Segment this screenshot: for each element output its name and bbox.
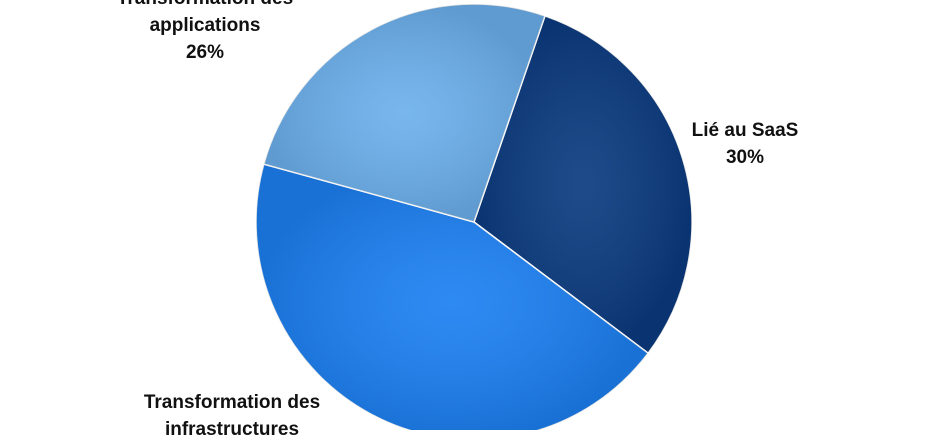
slice-label: Lié au SaaS 30%	[665, 117, 825, 171]
slice-label: Transformation des infrastructures	[112, 389, 352, 443]
page: Transformation des applications 26% Lié …	[115, 0, 825, 440]
value-label: 30%	[725, 147, 765, 168]
category-label: Transformation des infrastructures	[143, 392, 321, 440]
category-label: Transformation des applications	[117, 0, 293, 36]
slice-label: Transformation des applications 26%	[115, 0, 295, 66]
value-label: 26%	[185, 42, 225, 63]
category-label: Lié au SaaS	[691, 120, 799, 141]
